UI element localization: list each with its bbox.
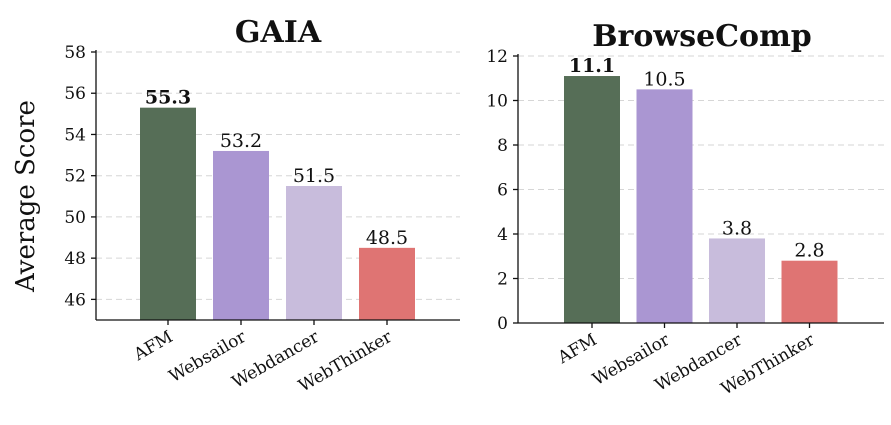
data-label: 51.5 xyxy=(293,165,335,187)
x-tick-label: AFM xyxy=(554,330,601,369)
y-tick-label: 56 xyxy=(64,84,86,104)
data-label: 55.3 xyxy=(145,87,191,109)
bar-webdancer-browsecomp xyxy=(709,238,765,323)
bar-afm-browsecomp xyxy=(564,76,620,324)
bar-websailor-gaia xyxy=(213,150,269,320)
y-tick-label: 50 xyxy=(64,208,86,228)
data-label: 48.5 xyxy=(366,227,408,249)
y-tick-label: 10 xyxy=(486,92,508,112)
y-tick-label: 12 xyxy=(486,47,508,67)
y-tick-label: 54 xyxy=(64,125,86,145)
data-label: 53.2 xyxy=(220,130,262,152)
data-label: 2.8 xyxy=(794,240,824,262)
data-label: 10.5 xyxy=(643,68,685,90)
y-tick-label: 4 xyxy=(497,225,508,245)
chart-title-gaia: GAIA xyxy=(235,15,322,50)
y-axis-label: Average Score xyxy=(11,100,41,293)
y-tick-label: 58 xyxy=(64,43,86,63)
chart-title-browsecomp: BrowseComp xyxy=(592,19,812,54)
bar-webthinker-gaia xyxy=(359,247,415,320)
bar-webthinker-browsecomp xyxy=(781,260,838,323)
x-tick-label: AFM xyxy=(130,327,177,366)
y-tick-label: 0 xyxy=(497,314,508,334)
bar-websailor-browsecomp xyxy=(636,89,693,323)
gaia-chart: GAIA 4648505254565855.3AFM53.2Websailor5… xyxy=(64,15,460,396)
y-tick-label: 6 xyxy=(497,181,508,201)
bar-afm-gaia xyxy=(140,107,196,321)
data-label: 11.1 xyxy=(569,55,615,77)
bar-webdancer-gaia xyxy=(286,186,342,320)
data-label: 3.8 xyxy=(722,217,752,239)
y-tick-label: 48 xyxy=(64,249,86,269)
y-tick-label: 2 xyxy=(497,270,508,290)
y-tick-label: 8 xyxy=(497,136,508,156)
y-tick-label: 52 xyxy=(64,167,86,187)
y-tick-label: 46 xyxy=(64,290,86,310)
